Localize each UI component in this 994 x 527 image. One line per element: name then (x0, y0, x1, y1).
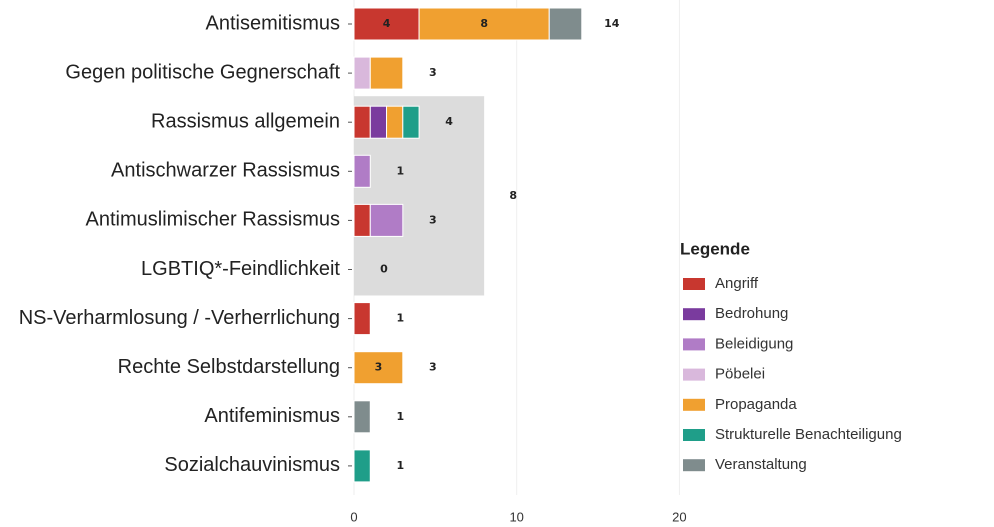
group-total: 8 (509, 189, 517, 202)
bar-segment (353, 154, 371, 188)
legend-swatch (683, 278, 705, 290)
bar-segment (386, 105, 404, 139)
legend-label: Beleidigung (715, 335, 793, 352)
legend-title: Legende (680, 239, 750, 258)
segment-label: 4 (383, 17, 391, 30)
total-label: 3 (429, 361, 437, 374)
x-tick-label: 0 (350, 509, 357, 524)
bar-segment (353, 203, 371, 237)
category-label: Antisemitismus (206, 12, 340, 34)
legend-label: Propaganda (715, 396, 797, 413)
legend-swatch (683, 368, 705, 381)
bar-segment (418, 7, 550, 41)
segment-label: 3 (375, 361, 383, 374)
legend-swatch (683, 398, 705, 411)
x-tick-label: 20 (672, 509, 686, 524)
category-label: Sozialchauvinismus (164, 454, 340, 476)
legend-label: Bedrohung (715, 305, 788, 322)
total-label: 1 (396, 410, 404, 423)
total-label: 1 (396, 164, 404, 177)
category-label: LGBTIQ*-Feindlichkeit (141, 258, 340, 280)
category-label: Rassismus allgemein (151, 110, 340, 132)
category-label: Gegen politische Gegnerschaft (65, 61, 340, 83)
legend-label: Veranstaltung (715, 456, 807, 473)
legend-label: Pöbelei (715, 366, 765, 383)
total-label: 0 (380, 263, 388, 276)
legend-swatch (683, 429, 705, 441)
total-label: 3 (429, 66, 437, 79)
bar-segment (369, 105, 388, 139)
bar-segment (548, 7, 583, 41)
bar-segment (353, 351, 404, 385)
bar-segment (369, 203, 404, 237)
bar-segment (353, 400, 371, 434)
category-label: Antifeminismus (204, 405, 340, 427)
legend-label: Angriff (715, 275, 759, 292)
legend-swatch (683, 338, 705, 351)
legend-label: Strukturelle Benachteiligung (715, 426, 902, 443)
bar-segment (353, 105, 371, 139)
bar-segment (353, 449, 371, 483)
total-label: 1 (396, 312, 404, 325)
total-label: 3 (429, 213, 437, 226)
total-label: 14 (604, 17, 620, 30)
total-label: 1 (396, 459, 404, 472)
bar-segment (353, 7, 420, 41)
legend-swatch (683, 459, 705, 472)
bar-segment (353, 56, 371, 90)
segment-label: 8 (480, 17, 488, 30)
bar-segment (353, 302, 371, 336)
total-label: 4 (445, 115, 453, 128)
category-label: Antischwarzer Rassismus (111, 160, 340, 182)
legend-swatch (683, 308, 705, 321)
bar-segment (402, 105, 420, 139)
category-label: Antimuslimischer Rassismus (86, 209, 341, 231)
category-label: Rechte Selbstdarstellung (118, 356, 340, 378)
bar-segment (369, 56, 404, 90)
x-tick-label: 10 (509, 509, 523, 524)
category-label: NS-Verharmlosung / -Verherrlichung (19, 307, 340, 329)
